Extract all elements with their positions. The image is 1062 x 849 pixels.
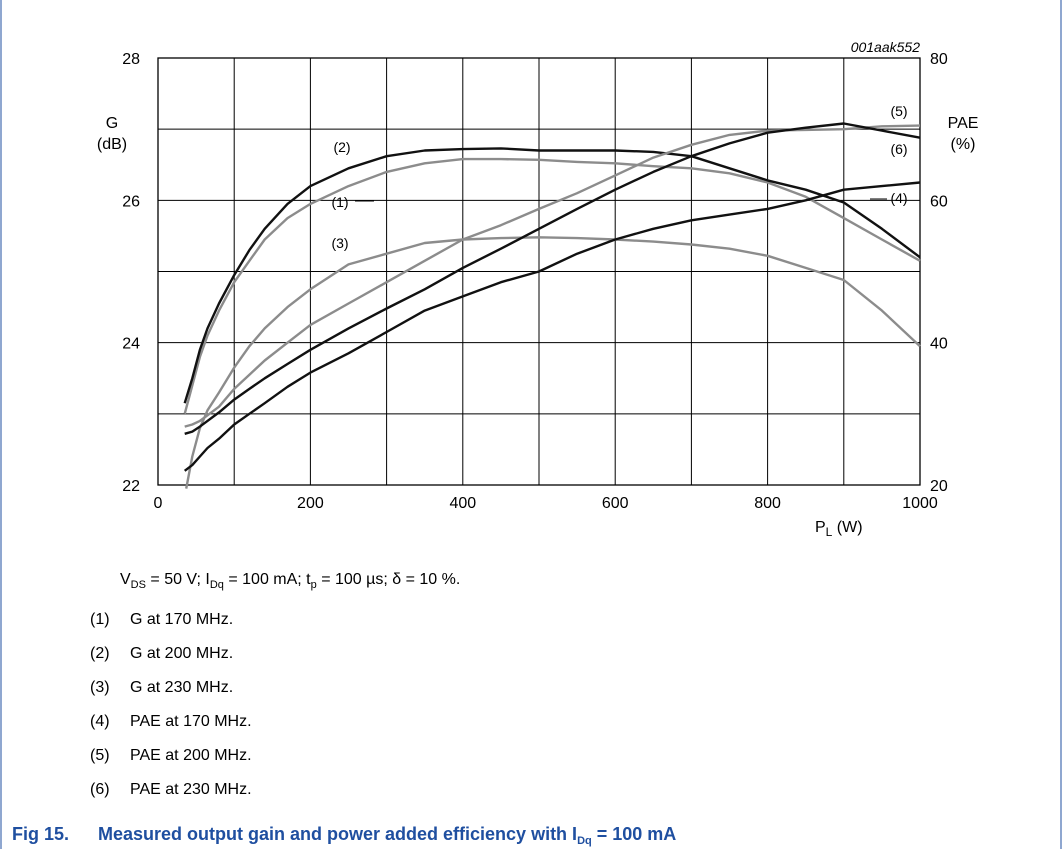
y-right-label: PAE xyxy=(948,115,979,132)
curve-label-1: (1) xyxy=(331,194,348,210)
x-tick-label: 800 xyxy=(754,495,781,512)
idq-value: = 100 mA; t xyxy=(223,571,311,588)
y-right-tick-label: 60 xyxy=(930,193,948,210)
note-number: (1) xyxy=(90,611,110,628)
vds-value: = 50 V; I xyxy=(145,571,210,588)
y-right-unit: (%) xyxy=(951,136,976,153)
y-left-label: G xyxy=(106,115,118,132)
y-right-tick-label: 20 xyxy=(930,478,948,495)
note-text: PAE at 170 MHz. xyxy=(130,713,252,730)
note-item: (2) G at 200 MHz. xyxy=(90,645,233,663)
note-text: G at 230 MHz. xyxy=(130,679,234,696)
x-tick-label: 0 xyxy=(154,495,163,512)
vds-subscript: DS xyxy=(130,579,146,591)
curve-label-6: (6) xyxy=(890,141,907,157)
y-left-tick-label: 22 xyxy=(122,478,140,495)
tp-subscript: p xyxy=(310,579,317,591)
note-item: (1) G at 170 MHz. xyxy=(90,611,233,629)
plot-frame xyxy=(157,57,921,486)
figure-caption: Fig 15. Measured output gain and power ad… xyxy=(12,824,677,847)
curve-label-5: (5) xyxy=(890,103,907,119)
x-axis-label-unit: (W) xyxy=(832,519,862,536)
labels: G (dB) PAE (%) PL (W) 001aak552 (1) (2) (3) (4) (5… xyxy=(97,39,979,539)
vds-symbol: V xyxy=(120,571,131,588)
y-right-tick-label: 80 xyxy=(930,51,948,68)
curve-label-2: (2) xyxy=(333,139,350,155)
note-number: (6) xyxy=(90,781,110,798)
x-tick-label: 600 xyxy=(602,495,629,512)
y-left-tick-label: 24 xyxy=(122,336,140,353)
note-text: PAE at 200 MHz. xyxy=(130,747,252,764)
note-item: (4) PAE at 170 MHz. xyxy=(90,713,252,731)
series-line-6 xyxy=(184,122,921,435)
tp-value: = 100 µs; δ = 10 %. xyxy=(316,571,461,588)
y-right-tick-label: 40 xyxy=(930,336,948,353)
note-text: G at 200 MHz. xyxy=(130,645,234,662)
axes: 0 200 400 600 800 1000 22 24 26 28 20 40 60 80 xyxy=(122,51,948,512)
x-tick-label: 200 xyxy=(297,495,324,512)
note-item: (6) PAE at 230 MHz. xyxy=(90,781,252,799)
note-text: PAE at 230 MHz. xyxy=(130,781,252,798)
y-left-tick-label: 26 xyxy=(122,193,140,210)
series-layer xyxy=(183,122,921,489)
series-line-5 xyxy=(184,124,921,428)
caption-text: Measured output gain and power added eff… xyxy=(98,824,578,844)
series-line-3 xyxy=(185,236,921,489)
chart: 0 200 400 600 800 1000 22 24 26 28 20 40 60 80 G (dB) P… xyxy=(97,39,979,539)
x-tick-label: 1000 xyxy=(902,495,938,512)
note-item: (5) PAE at 200 MHz. xyxy=(90,747,252,765)
series-line-2 xyxy=(183,147,921,404)
x-axis-label: PL (W) xyxy=(815,519,863,539)
note-number: (4) xyxy=(90,713,110,730)
caption-subscript: Dq xyxy=(577,835,592,847)
caption-tail: = 100 mA xyxy=(591,824,677,844)
measurement-conditions: VDS = 50 V; IDq = 100 mA; tp = 100 µs; δ… xyxy=(120,571,461,591)
y-left-tick-label: 28 xyxy=(122,51,140,68)
note-number: (2) xyxy=(90,645,110,662)
note-number: (5) xyxy=(90,747,110,764)
note-item: (3) G at 230 MHz. xyxy=(90,679,233,697)
x-tick-label: 400 xyxy=(449,495,476,512)
series-line-1 xyxy=(183,157,921,415)
series-line-4 xyxy=(183,181,921,472)
y-left-unit: (dB) xyxy=(97,136,127,153)
x-axis-label-subscript: L xyxy=(826,525,833,539)
figure-number: Fig 15. xyxy=(12,824,70,844)
note-number: (3) xyxy=(90,679,110,696)
curve-label-4: (4) xyxy=(890,190,907,206)
figure-id: 001aak552 xyxy=(851,39,921,55)
curve-label-3: (3) xyxy=(331,235,348,251)
note-text: G at 170 MHz. xyxy=(130,611,234,628)
idq-subscript: Dq xyxy=(209,579,224,591)
